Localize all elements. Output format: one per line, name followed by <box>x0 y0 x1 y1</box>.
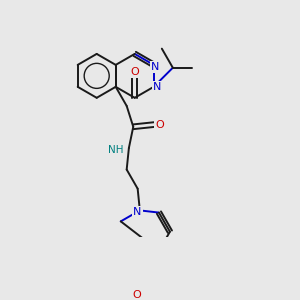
Text: N: N <box>151 62 160 72</box>
Text: N: N <box>153 82 161 92</box>
Text: NH: NH <box>108 145 123 154</box>
Text: N: N <box>133 207 142 217</box>
Text: O: O <box>133 290 141 300</box>
Text: O: O <box>155 120 164 130</box>
Text: O: O <box>130 67 139 77</box>
